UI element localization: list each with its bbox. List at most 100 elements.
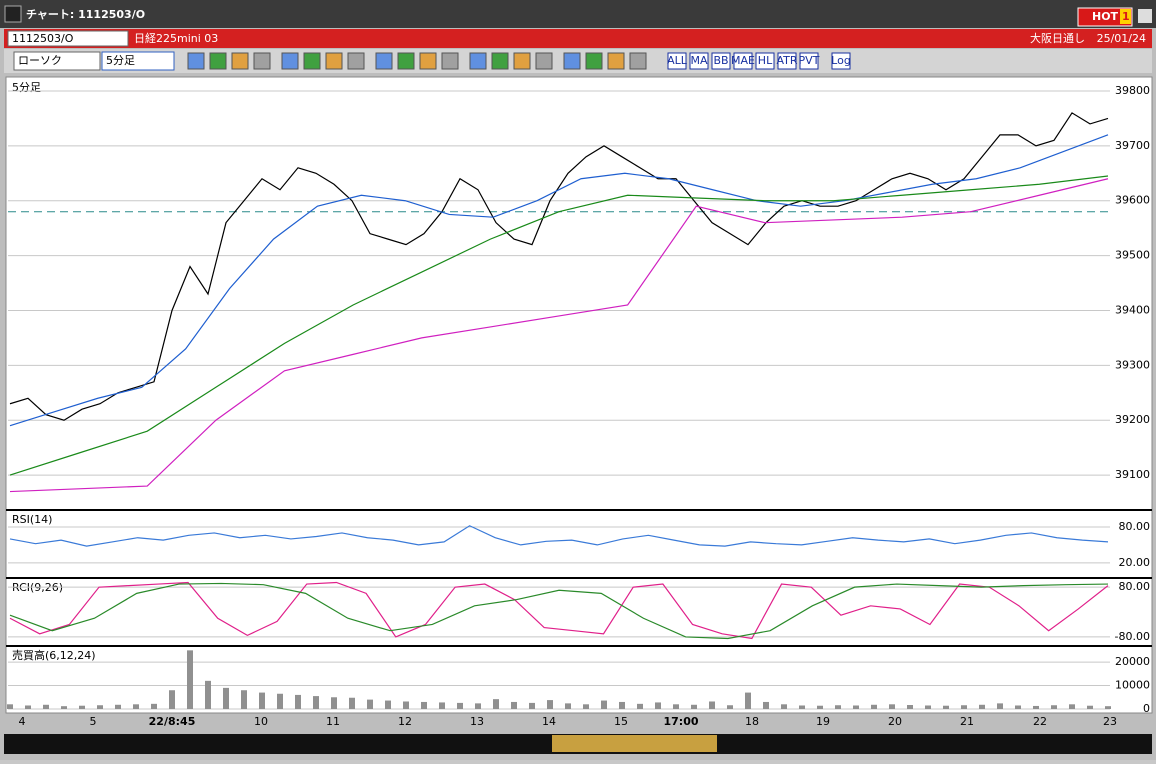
x-tick-label: 14 [542, 715, 556, 728]
volume-bar [61, 706, 67, 709]
y-tick-label: 20.00 [1119, 556, 1151, 569]
volume-bar [151, 703, 157, 709]
tool-icon[interactable] [209, 52, 227, 70]
tool-icon[interactable] [325, 52, 343, 70]
y-tick-label: 39200 [1115, 413, 1150, 426]
volume-bar [43, 704, 49, 709]
close-button[interactable] [1138, 9, 1152, 23]
symbol-dropdown[interactable] [7, 30, 129, 47]
y-tick-label: 80.00 [1119, 520, 1151, 533]
y-tick-label: 39400 [1115, 303, 1150, 316]
tool-icon[interactable] [667, 52, 687, 70]
tool-icon[interactable] [777, 52, 797, 70]
app-icon [4, 5, 22, 23]
x-tick-label: 19 [816, 715, 830, 728]
tool-icon-label: ATR [776, 54, 797, 67]
tool-icon[interactable] [799, 52, 819, 70]
volume-bar [7, 704, 13, 709]
tool-icon[interactable] [441, 52, 459, 70]
tool-icon[interactable] [253, 52, 271, 70]
tool-icon[interactable] [733, 52, 753, 70]
tool-icon[interactable] [303, 52, 321, 70]
interval-dropdown[interactable] [101, 51, 175, 71]
volume-bar [871, 704, 877, 709]
volume-bar [169, 690, 175, 709]
series-line [9, 175, 1109, 476]
scroll-thumb[interactable] [552, 735, 717, 752]
volume-bar [673, 704, 679, 709]
tool-icon[interactable] [607, 52, 625, 70]
y-tick-label: 39500 [1115, 249, 1150, 262]
volume-bar [1087, 705, 1093, 709]
hot-label: HOT [1092, 10, 1119, 23]
tool-icon[interactable] [281, 52, 299, 70]
volume-bar [421, 701, 427, 709]
volume-bar [187, 650, 193, 709]
date: 25/01/24 [1097, 32, 1146, 45]
volume-bar [655, 702, 661, 709]
volume-bar [133, 704, 139, 709]
x-tick-label: 17:00 [663, 715, 698, 728]
y-tick-label: 39600 [1115, 194, 1150, 207]
tool-icon[interactable] [347, 52, 365, 70]
tool-icon[interactable] [689, 52, 709, 70]
series-line [9, 525, 1109, 547]
volume-bar [835, 705, 841, 709]
symbol: 1112503/O [12, 32, 74, 45]
tool-icon[interactable] [419, 52, 437, 70]
tool-icon[interactable] [629, 52, 647, 70]
volume-bar [745, 692, 751, 709]
series-line [9, 112, 1109, 421]
x-tick-label: 11 [326, 715, 340, 728]
volume-bar [727, 705, 733, 709]
title-bar [0, 0, 1156, 28]
y-tick-label: 39300 [1115, 358, 1150, 371]
tool-icon[interactable] [469, 52, 487, 70]
y-tick-label: 0 [1143, 702, 1150, 715]
tool-icon[interactable] [585, 52, 603, 70]
tool-icon[interactable] [755, 52, 775, 70]
interval: 5分足 [106, 54, 135, 67]
chart-type-dropdown[interactable] [13, 51, 101, 71]
window-title: チャート: 1112503/O [26, 8, 145, 21]
volume-bar [349, 697, 355, 709]
tool-icon-label: Log [831, 54, 851, 67]
tool-icon[interactable] [535, 52, 553, 70]
tool-icon[interactable] [231, 52, 249, 70]
volume-bar [763, 701, 769, 709]
volume-bar [619, 701, 625, 709]
y-tick-label: 39100 [1115, 468, 1150, 481]
tool-icon[interactable] [187, 52, 205, 70]
tool-icon[interactable] [375, 52, 393, 70]
volume-bar [1051, 705, 1057, 709]
volume-bar [511, 701, 517, 709]
volume-bar [943, 705, 949, 709]
y-tick-label: 39700 [1115, 139, 1150, 152]
series-line [9, 581, 1109, 640]
volume-bar [547, 700, 553, 709]
volume-bar [601, 700, 607, 709]
tool-icon[interactable] [711, 52, 731, 70]
tool-icon[interactable] [513, 52, 531, 70]
tool-icon[interactable] [491, 52, 509, 70]
volume-bar [907, 705, 913, 709]
volume-bar [853, 705, 859, 709]
volume-bar [385, 700, 391, 709]
tool-icon[interactable] [397, 52, 415, 70]
volume-bar [817, 705, 823, 709]
volume-bar [781, 704, 787, 709]
tool-icon[interactable] [831, 52, 851, 70]
x-tick-label: 21 [960, 715, 974, 728]
volume-bar [583, 704, 589, 709]
tool-icon-label: ALL [667, 54, 688, 67]
volume-bar [961, 705, 967, 709]
tool-icon[interactable] [563, 52, 581, 70]
volume-bar [1033, 705, 1039, 709]
chart-type: ローソク [18, 54, 62, 67]
x-tick-label: 12 [398, 715, 412, 728]
volume-bar [997, 703, 1003, 709]
volume-bar [889, 704, 895, 709]
hot-button[interactable] [1077, 7, 1133, 27]
hot-number: 1 [1122, 10, 1130, 23]
